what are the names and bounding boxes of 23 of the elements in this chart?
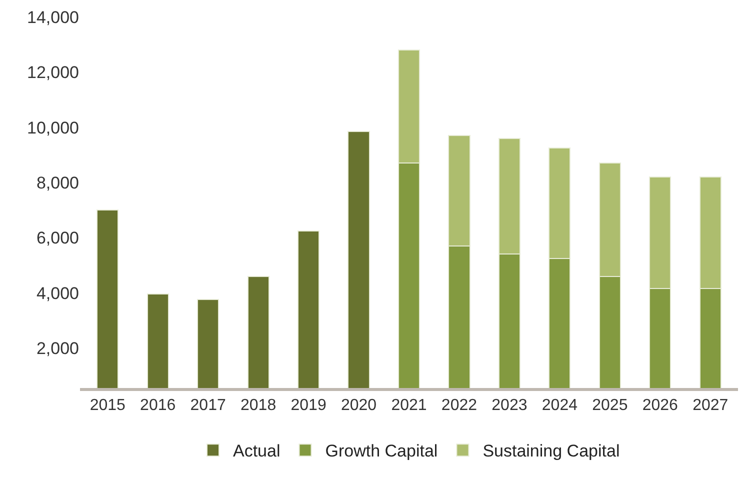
x-tick-label: 2018: [240, 397, 276, 414]
x-tick-label: 2024: [542, 397, 578, 414]
legend-label: Growth Capital: [325, 442, 438, 461]
y-tick-label: 8,000: [36, 173, 79, 192]
y-tick-label: 4,000: [36, 284, 79, 303]
legend-label: Actual: [233, 442, 280, 461]
x-tick-label: 2017: [190, 397, 226, 414]
y-tick-label: 12,000: [27, 63, 79, 82]
y-tick-label: 14,000: [27, 8, 79, 27]
y-tick-label: 10,000: [27, 118, 79, 138]
x-tick-label: 2019: [290, 397, 326, 414]
x-tick-label: 2022: [441, 397, 478, 414]
x-tick-label: 2016: [140, 397, 176, 414]
x-tick-label: 2021: [391, 397, 427, 414]
x-tick-label: 2026: [642, 397, 678, 414]
x-tick-label: 2027: [692, 397, 728, 414]
x-tick-label: 2023: [492, 397, 528, 414]
y-tick-label: 2,000: [36, 338, 79, 358]
x-tick-label: 2020: [340, 397, 377, 414]
legend-label: Sustaining Capital: [482, 442, 620, 461]
x-tick-label: 2015: [90, 397, 126, 414]
x-tick-label: 2025: [592, 397, 628, 414]
y-tick-label: 6,000: [36, 228, 79, 248]
